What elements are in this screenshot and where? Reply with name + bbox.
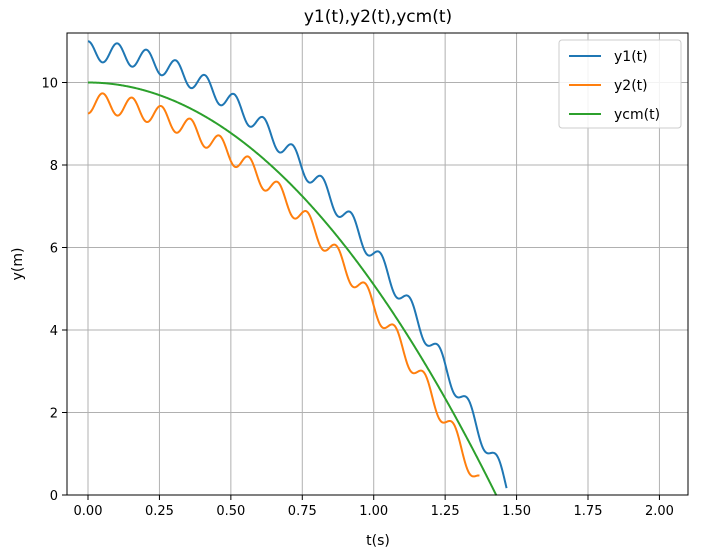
legend-label-y1t: y1(t): [614, 49, 648, 65]
y-axis-ticks: 0 2 4 6 8 10: [41, 77, 67, 504]
x-tick-label: 1.75: [574, 504, 603, 519]
legend-box: [558, 39, 682, 129]
y-tick-label: 2: [50, 407, 58, 422]
x-tick-label: 2.00: [645, 504, 674, 519]
x-tick-label: 0.75: [288, 504, 317, 519]
x-tick-label: 0.25: [145, 504, 174, 519]
legend-entries: y1(t) y2(t) ycm(t): [569, 49, 660, 123]
y-axis-label: y(m): [10, 248, 26, 281]
y-tick-label: 0: [50, 489, 58, 504]
x-tick-label: 1.00: [359, 504, 388, 519]
plot-frame: [66, 32, 689, 496]
chart-title: y1(t),y2(t),ycm(t): [304, 7, 452, 27]
legend-label-y2t: y2(t): [614, 78, 648, 94]
y-tick-label: 6: [50, 242, 58, 257]
legend: y1(t) y2(t) ycm(t): [558, 39, 682, 129]
y-tick-label: 8: [50, 159, 58, 174]
series-layer: [87, 40, 508, 496]
x-tick-label: 0.50: [216, 504, 245, 519]
x-axis-ticks: 0.00 0.25 0.50 0.75 1.00 1.25 1.50 1.75 2.00: [74, 495, 674, 519]
series-line-y1t: [87, 40, 508, 489]
y-tick-label: 10: [41, 77, 58, 92]
grid-lines: [67, 33, 688, 496]
x-axis-label: t(s): [366, 533, 390, 549]
x-tick-label: 1.50: [502, 504, 531, 519]
x-tick-label: 1.25: [431, 504, 460, 519]
x-tick-label: 0.00: [74, 504, 103, 519]
series-line-ycmt: [87, 81, 498, 496]
series-line-y2t: [87, 92, 480, 478]
legend-label-ycmt: ycm(t): [614, 107, 660, 123]
y-tick-label: 4: [50, 324, 58, 339]
